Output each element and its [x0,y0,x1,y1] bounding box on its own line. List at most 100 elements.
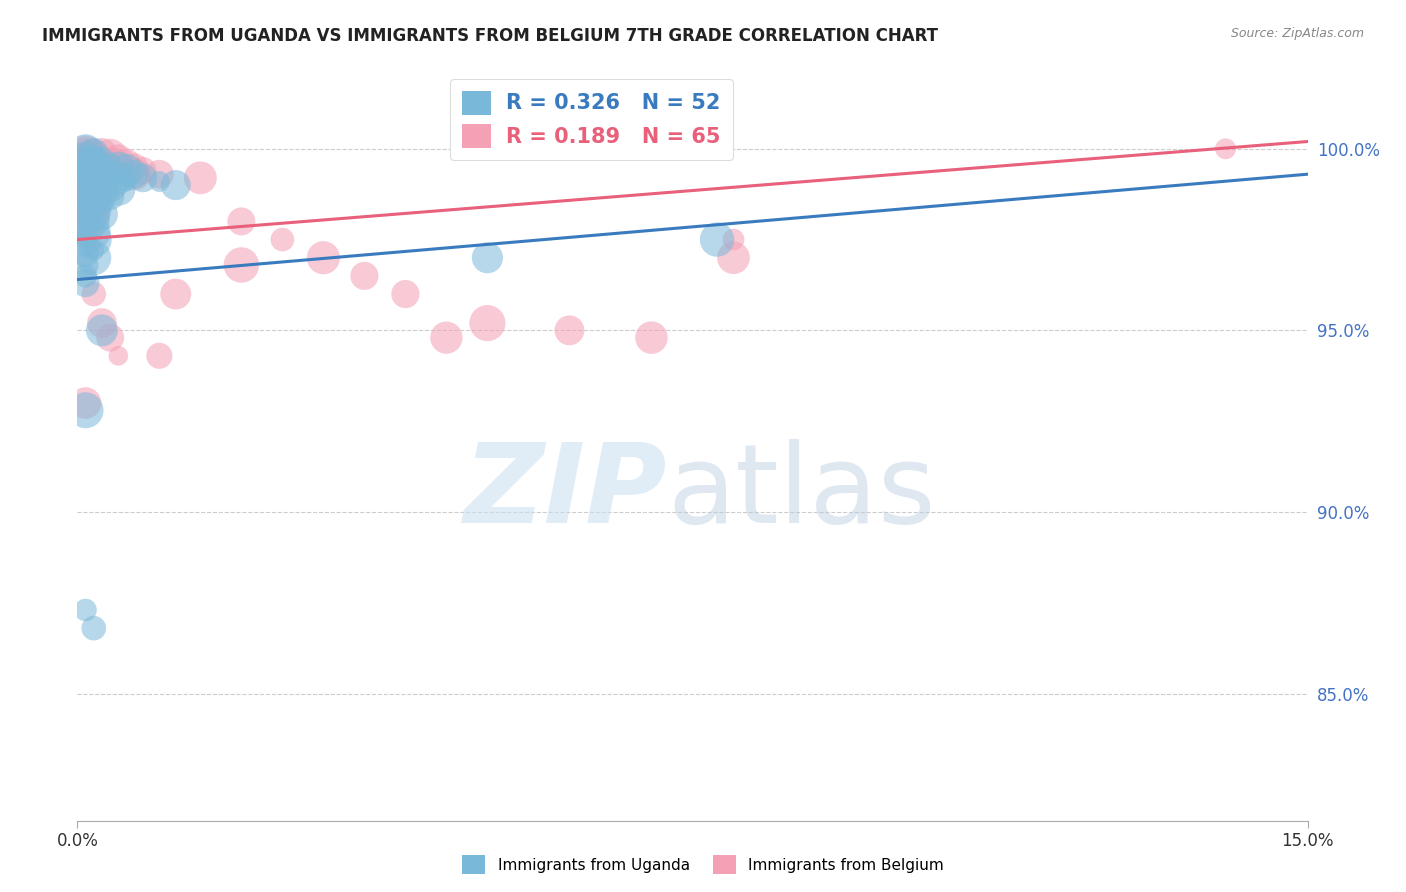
Point [75,178,97,192]
Point [83,142,105,156]
Point [90,153,114,167]
Point [132,170,155,185]
Text: IMMIGRANTS FROM UGANDA VS IMMIGRANTS FROM BELGIUM 7TH GRADE CORRELATION CHART: IMMIGRANTS FROM UGANDA VS IMMIGRANTS FRO… [42,27,938,45]
Point [75,236,97,251]
Point [83,170,105,185]
Point [75,170,97,185]
Point [75,403,97,417]
Point [83,251,105,265]
Point [132,163,155,178]
Point [75,186,97,200]
Point [124,160,146,174]
Point [107,160,129,174]
Point [75,163,97,178]
Point [75,170,97,185]
Point [148,174,170,188]
Point [83,214,105,228]
Point [107,170,129,185]
Point [436,330,458,344]
Point [640,330,662,344]
Point [83,149,105,163]
Point [1215,142,1237,156]
Point [98,156,121,170]
Point [83,287,105,301]
Point [115,174,138,188]
Point [83,244,105,258]
Point [83,207,105,221]
Legend: R = 0.326   N = 52, R = 0.189   N = 65: R = 0.326 N = 52, R = 0.189 N = 65 [450,79,733,160]
Point [75,178,97,192]
Point [75,247,97,261]
Point [90,186,114,200]
Point [75,276,97,290]
Point [83,200,105,214]
Point [90,163,114,178]
Point [83,621,105,635]
Point [75,145,97,160]
Point [83,193,105,207]
Point [271,233,294,247]
Point [188,170,212,185]
Point [124,167,146,181]
Point [75,153,97,167]
Point [75,156,97,170]
Point [107,349,129,363]
Point [75,200,97,214]
Point [98,189,121,203]
Text: atlas: atlas [668,439,936,546]
Point [107,160,129,174]
Point [83,233,105,247]
Point [723,251,745,265]
Point [90,182,114,196]
Point [148,349,170,363]
Point [75,218,97,232]
Point [231,258,253,272]
Point [83,167,105,181]
Point [98,330,121,344]
Point [115,163,138,178]
Point [83,163,105,178]
Point [165,178,187,192]
Point [75,186,97,200]
Point [83,225,105,239]
Point [75,193,97,207]
Point [90,145,114,160]
Point [75,149,97,163]
Point [115,156,138,170]
Point [75,196,97,211]
Point [394,287,416,301]
Point [75,153,97,167]
Point [75,603,97,617]
Point [231,214,253,228]
Point [75,207,97,221]
Point [83,156,105,170]
Point [75,142,97,156]
Point [75,268,97,283]
Point [98,167,121,181]
Point [98,163,121,178]
Point [124,167,146,181]
Point [90,153,114,167]
Point [477,316,499,330]
Point [75,167,97,181]
Point [90,174,114,188]
Point [75,189,97,203]
Point [98,156,121,170]
Point [706,233,728,247]
Point [75,258,97,272]
Point [75,182,97,196]
Point [477,251,499,265]
Point [723,233,745,247]
Point [83,193,105,207]
Point [75,156,97,170]
Point [83,145,105,160]
Point [312,251,335,265]
Point [90,167,114,181]
Point [75,207,97,221]
Point [83,178,105,192]
Point [165,287,187,301]
Point [558,323,581,337]
Point [98,149,121,163]
Point [98,178,121,192]
Text: ZIP: ZIP [464,439,668,546]
